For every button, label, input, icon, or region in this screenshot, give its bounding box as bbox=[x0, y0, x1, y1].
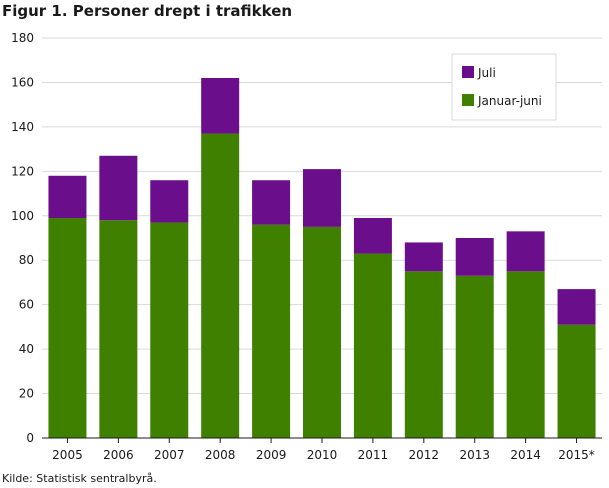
y-tick-label: 140 bbox=[11, 120, 34, 134]
bar-januar-juni-2011 bbox=[353, 253, 392, 438]
legend-label-juli: Juli bbox=[477, 66, 496, 80]
x-tick-label: 2014 bbox=[510, 448, 541, 462]
y-tick-label: 80 bbox=[19, 253, 34, 267]
bar-juli-2010 bbox=[303, 169, 341, 227]
x-tick-label: 2013 bbox=[459, 448, 490, 462]
source-note: Kilde: Statistisk sentralbyrå. bbox=[2, 472, 157, 485]
y-tick-label: 180 bbox=[11, 31, 34, 45]
y-tick-label: 100 bbox=[11, 209, 34, 223]
bar-januar-juni-2014 bbox=[506, 271, 545, 438]
legend: Juli Januar-juni bbox=[451, 53, 557, 121]
bar-januar-juni-2005 bbox=[48, 218, 87, 438]
bar-juli-2013 bbox=[455, 238, 494, 276]
bar-juli-2011 bbox=[353, 218, 392, 254]
bar-juli-2012 bbox=[404, 242, 443, 272]
legend-swatch-januar-juni bbox=[462, 94, 474, 106]
bar-januar-juni-2010 bbox=[303, 226, 341, 438]
chart-title: Figur 1. Personer drept i trafikken bbox=[2, 2, 293, 20]
legend-swatch-juli bbox=[462, 66, 474, 78]
bar-juli-2007 bbox=[150, 180, 189, 223]
x-tick-label: 2008 bbox=[205, 448, 236, 462]
x-tick-label: 2005 bbox=[52, 448, 83, 462]
x-tick-label: 2006 bbox=[103, 448, 134, 462]
y-tick-label: 20 bbox=[19, 387, 34, 401]
y-tick-label: 60 bbox=[19, 298, 34, 312]
x-tick-label: 2010 bbox=[307, 448, 338, 462]
bar-januar-juni-2015 bbox=[557, 324, 596, 438]
legend-label-januar-juni: Januar-juni bbox=[477, 94, 542, 108]
bar-januar-juni-2008 bbox=[201, 133, 240, 439]
x-tick-label: 2012 bbox=[409, 448, 440, 462]
bar-juli-2015 bbox=[557, 289, 596, 325]
x-tick-label: 2009 bbox=[256, 448, 287, 462]
x-tick-label: 2007 bbox=[154, 448, 185, 462]
bar-januar-juni-2007 bbox=[150, 222, 189, 438]
bar-juli-2008 bbox=[201, 78, 240, 134]
x-axis-ticks: 2005 2006 2007 2008 2009 2010 2011 2012 2013 2014… bbox=[52, 438, 595, 462]
bar-juli-2009 bbox=[252, 180, 291, 225]
bars bbox=[48, 78, 596, 439]
bar-juli-2006 bbox=[99, 155, 138, 221]
legend-box bbox=[451, 53, 557, 121]
bar-januar-juni-2006 bbox=[99, 220, 138, 438]
bar-januar-juni-2012 bbox=[404, 271, 443, 438]
bar-juli-2014 bbox=[506, 231, 545, 272]
bar-januar-juni-2009 bbox=[252, 224, 291, 438]
bar-januar-juni-2013 bbox=[455, 275, 494, 438]
x-tick-label: 2015* bbox=[558, 448, 595, 462]
y-tick-label: 0 bbox=[26, 431, 34, 445]
y-tick-label: 120 bbox=[11, 164, 34, 178]
y-tick-label: 160 bbox=[11, 75, 34, 89]
x-tick-label: 2011 bbox=[358, 448, 389, 462]
y-axis-ticks: 0 20 40 60 80 100 120 140 160 180 bbox=[11, 31, 34, 445]
bar-juli-2005 bbox=[48, 175, 87, 218]
y-tick-label: 40 bbox=[19, 342, 34, 356]
